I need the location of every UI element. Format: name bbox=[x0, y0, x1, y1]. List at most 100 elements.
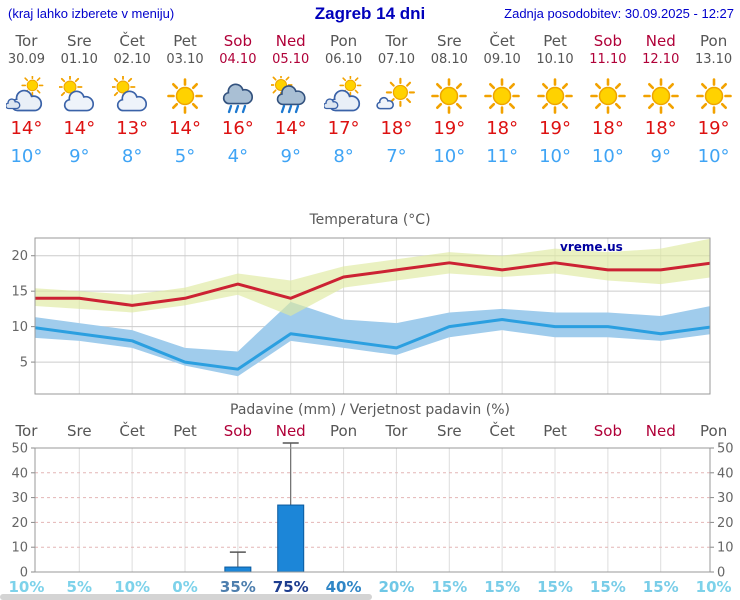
day-date: 12.10 bbox=[642, 52, 680, 67]
precipitation-chart-title: Padavine (mm) / Verjetnost padavin (%) bbox=[230, 402, 510, 418]
precip-probability: 75% bbox=[272, 578, 309, 596]
weather-icon bbox=[324, 76, 364, 116]
min-temperature: 7° bbox=[386, 146, 407, 167]
max-temperature: 18° bbox=[486, 118, 519, 139]
weather-icon bbox=[112, 76, 152, 116]
precip-day-label: Ned bbox=[645, 422, 676, 440]
day-column[interactable]: Pon 06.10 17° 8° bbox=[317, 28, 370, 168]
min-temperature: 10° bbox=[591, 146, 624, 167]
day-date: 13.10 bbox=[694, 52, 733, 67]
day-name: Sre bbox=[66, 32, 92, 50]
day-name: Sob bbox=[223, 32, 252, 50]
day-date: 06.10 bbox=[324, 52, 363, 67]
max-temperature: 18° bbox=[380, 118, 413, 139]
temperature-chart-title: Temperatura (°C) bbox=[309, 212, 431, 228]
min-temperature: 8° bbox=[333, 146, 354, 167]
precip-axis-label: 20 bbox=[717, 516, 734, 531]
weather-icon bbox=[482, 76, 522, 116]
day-column[interactable]: Tor 07.10 18° 7° bbox=[370, 28, 423, 168]
day-name: Sob bbox=[593, 32, 622, 50]
day-column[interactable]: Pon 13.10 19° 10° bbox=[687, 28, 740, 168]
weather-icon bbox=[59, 76, 99, 116]
day-column[interactable]: Ned 05.10 14° 9° bbox=[264, 28, 317, 168]
precip-axis-label: 10 bbox=[717, 541, 734, 556]
precip-day-label: Sre bbox=[66, 422, 92, 440]
day-column[interactable]: Pet 10.10 19° 10° bbox=[529, 28, 582, 168]
precip-probability: 15% bbox=[484, 578, 521, 596]
max-temperature: 19° bbox=[433, 118, 466, 139]
precip-day-label: Čet bbox=[489, 422, 515, 440]
last-updated: Zadnja posodobitev: 30.09.2025 - 12:27 bbox=[504, 6, 734, 21]
precip-axis-label: 50 bbox=[717, 442, 734, 457]
day-column[interactable]: Sob 04.10 16° 4° bbox=[211, 28, 264, 168]
temp-axis-label: 10 bbox=[11, 320, 28, 335]
precip-probability: 0% bbox=[172, 578, 198, 596]
precip-axis-label: 20 bbox=[11, 516, 28, 531]
day-column[interactable]: Tor 30.09 14° 10° bbox=[0, 28, 53, 168]
min-temperature: 9° bbox=[69, 146, 90, 167]
max-temperature: 14° bbox=[169, 118, 201, 139]
temp-axis-label: 5 bbox=[20, 356, 28, 371]
day-name: Pet bbox=[543, 32, 567, 50]
min-temperature: 10° bbox=[539, 146, 571, 167]
precip-day-label: Pet bbox=[543, 422, 567, 440]
temperature-band bbox=[35, 301, 710, 377]
precip-probability: 15% bbox=[642, 578, 679, 596]
precip-axis-label: 40 bbox=[717, 466, 734, 481]
header: (kraj lahko izberete v meniju) Zagreb 14… bbox=[0, 0, 740, 26]
precip-probability: 15% bbox=[431, 578, 468, 596]
precip-probability: 15% bbox=[589, 578, 626, 596]
precipitation-day-labels: Tor Sre Čet Pet Sob Ned Pon Tor Sre Čet Pet Sob Ned P… bbox=[0, 422, 740, 440]
precip-probability: 40% bbox=[325, 578, 362, 596]
precip-day-label: Tor bbox=[15, 422, 38, 440]
day-name: Pet bbox=[173, 32, 197, 50]
horizontal-scrollbar-thumb[interactable] bbox=[0, 594, 372, 600]
day-date: 02.10 bbox=[113, 52, 151, 67]
day-column[interactable]: Sre 08.10 19° 10° bbox=[423, 28, 476, 168]
min-temperature: 10° bbox=[433, 146, 466, 167]
max-temperature: 13° bbox=[116, 118, 149, 139]
day-column[interactable]: Sre 01.10 14° 9° bbox=[53, 28, 106, 168]
day-column[interactable]: Pet 03.10 14° 5° bbox=[159, 28, 212, 168]
weather-icon bbox=[218, 76, 258, 116]
weather-icon bbox=[641, 76, 681, 116]
day-name: Ned bbox=[275, 32, 306, 50]
day-column[interactable]: Ned 12.10 18° 9° bbox=[634, 28, 687, 168]
max-temperature: 19° bbox=[539, 118, 571, 139]
tmax-line bbox=[35, 261, 710, 307]
menu-hint: (kraj lahko izberete v meniju) bbox=[8, 6, 175, 21]
day-date: 10.10 bbox=[536, 52, 574, 67]
weather-icon bbox=[165, 76, 205, 116]
precip-axis-label: 40 bbox=[11, 466, 28, 481]
precip-axis-label: 30 bbox=[11, 491, 28, 506]
temp-axis-label: 20 bbox=[11, 249, 28, 264]
watermark: vreme.us bbox=[560, 240, 623, 254]
day-name: Ned bbox=[645, 32, 676, 50]
day-column[interactable]: Čet 09.10 18° 11° bbox=[476, 28, 529, 168]
min-temperature: 4° bbox=[227, 146, 249, 167]
precip-axis-label: 0 bbox=[717, 566, 725, 581]
precip-day-label: Tor bbox=[385, 422, 408, 440]
day-name: Tor bbox=[385, 32, 408, 50]
day-name: Čet bbox=[489, 32, 515, 50]
min-temperature: 5° bbox=[174, 146, 196, 167]
precip-day-label: Čet bbox=[119, 422, 145, 440]
precip-probability: 35% bbox=[219, 578, 256, 596]
min-temperature: 10° bbox=[10, 146, 43, 167]
weather-icon bbox=[6, 76, 46, 116]
min-temperature: 11° bbox=[486, 146, 519, 167]
day-name: Tor bbox=[15, 32, 38, 50]
precip-probability: 10% bbox=[695, 578, 732, 596]
day-column[interactable]: Sob 11.10 18° 10° bbox=[581, 28, 634, 168]
weather-icon bbox=[429, 76, 469, 116]
weather-icon bbox=[588, 76, 628, 116]
day-date: 04.10 bbox=[219, 52, 257, 67]
precipitation-chart: 0 0 10 10 20 20 30 30 40 40 50 50 bbox=[11, 442, 734, 581]
day-name: Pon bbox=[329, 32, 358, 50]
max-temperature: 17° bbox=[327, 118, 360, 139]
day-column[interactable]: Čet 02.10 13° 8° bbox=[106, 28, 159, 168]
day-date: 11.10 bbox=[589, 52, 627, 67]
precip-axis-label: 50 bbox=[11, 442, 28, 457]
forecast-days-strip: Tor 30.09 14° 10° Sre 01.10 14° 9° Čet 0… bbox=[0, 28, 740, 168]
precip-probability: 10% bbox=[114, 578, 151, 596]
